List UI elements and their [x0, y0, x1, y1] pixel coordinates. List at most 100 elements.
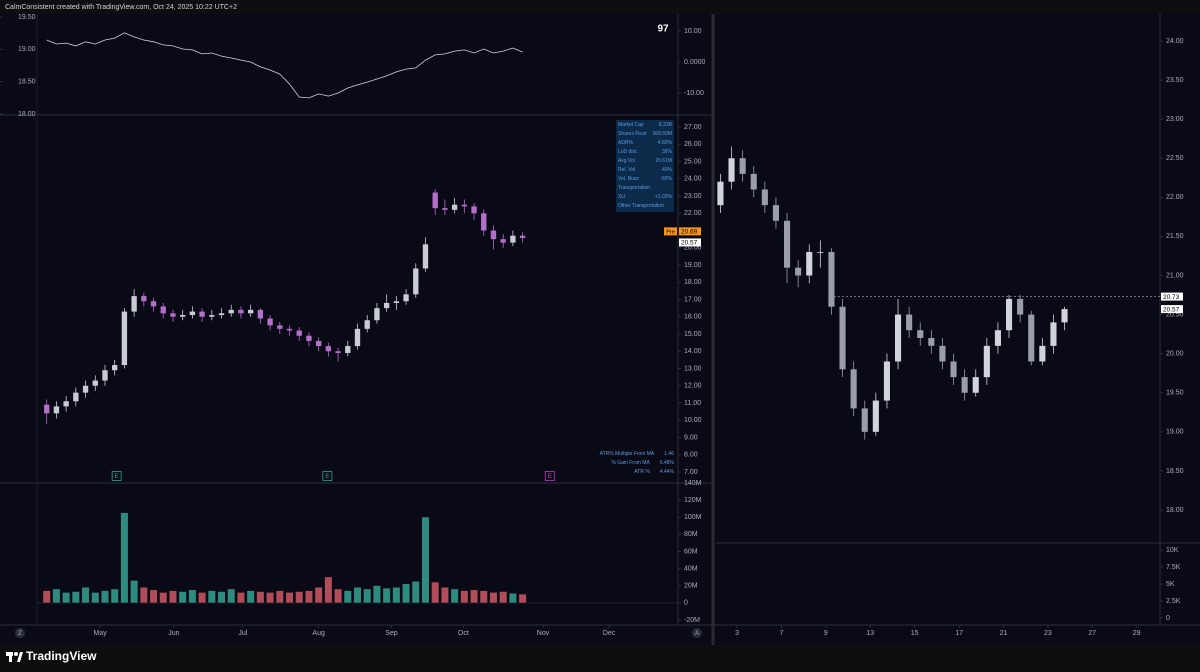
y-tick-label: 19.00 — [18, 46, 36, 53]
candle-body — [839, 306, 846, 370]
info-key: Market Cap — [618, 122, 644, 128]
volume-bar — [218, 591, 226, 603]
info-value: +1.03% — [654, 194, 672, 200]
volume-bar — [509, 593, 517, 603]
candle-body — [442, 208, 448, 210]
earnings-marker — [544, 471, 555, 481]
volume-bar — [159, 592, 167, 603]
volume-bar — [169, 590, 177, 603]
info-row: Rel. Vol 40% — [618, 166, 672, 175]
info-row: Transportation — [618, 184, 672, 193]
stats-row: ATR % 4.44% — [560, 468, 674, 477]
y-tick-label: 7.5K — [1166, 564, 1181, 571]
earnings-label: E — [548, 474, 552, 480]
y-tick-label: 18.50 — [18, 79, 36, 86]
volume-bar — [208, 590, 216, 603]
candle-body — [950, 361, 957, 378]
price-label-box — [1161, 305, 1183, 314]
candle-body — [247, 309, 254, 314]
y-tick-label: 11.00 — [684, 400, 701, 407]
candle-body — [1061, 309, 1068, 323]
volume-bar — [383, 588, 391, 603]
candle-body — [335, 351, 341, 353]
stats-key: ATR% Multiple From MA — [599, 451, 655, 457]
info-value: 40% — [661, 167, 672, 173]
y-tick-label: 5K — [1166, 581, 1175, 588]
auto-button[interactable] — [692, 628, 702, 638]
volume-bar — [402, 584, 410, 603]
y-tick-label: 22.50 — [1166, 155, 1184, 162]
candle-body — [795, 267, 802, 276]
volume-bar — [480, 590, 488, 603]
volume-bar — [470, 590, 478, 603]
y2-tick-label: -10.00 — [684, 90, 704, 97]
stats-value: 6.48% — [659, 460, 674, 466]
y-tick-label: 7.00 — [684, 469, 698, 476]
x-tick-label: May — [94, 630, 108, 637]
y-tick-label: 21.00 — [1166, 272, 1184, 279]
volume-bar — [101, 590, 109, 603]
y-tick-label: 27.00 — [684, 124, 702, 131]
candle-body — [490, 230, 497, 240]
candle-body — [1028, 314, 1035, 362]
x-tick-label: Aug — [312, 630, 325, 637]
info-value: 368.50M — [652, 131, 672, 137]
y-tick-label: 18.00 — [1166, 507, 1184, 514]
y-tick-label: 120M — [684, 497, 702, 504]
info-value: 4.60% — [657, 140, 672, 146]
volume-bar — [315, 587, 323, 603]
volume-bar — [188, 590, 196, 603]
candle-body — [374, 308, 380, 321]
y-tick-label: 8.00 — [684, 452, 698, 459]
candle-body — [983, 345, 990, 378]
volume-bar — [130, 580, 138, 603]
candle-body — [413, 268, 419, 295]
volume-bar — [334, 589, 342, 603]
volume-bar — [324, 577, 332, 603]
x-tick-label: Oct — [458, 630, 469, 637]
volume-bar — [451, 589, 459, 603]
y-tick-label: 17.00 — [684, 296, 702, 303]
info-key: Transportation — [618, 185, 651, 191]
y-tick-label: 12.00 — [684, 383, 702, 390]
candle-body — [180, 315, 186, 317]
earnings-marker — [322, 471, 333, 481]
candle-body — [209, 315, 215, 317]
zoom-label[interactable]: Z — [18, 631, 22, 637]
y-tick-label: 20.00 — [684, 245, 702, 252]
info-key: Shares Float — [618, 131, 647, 137]
candle-body — [739, 158, 746, 174]
y-tick-label: 60M — [684, 548, 698, 555]
x-tick-label: 9 — [824, 630, 828, 637]
logo-shape — [17, 652, 23, 662]
earnings-label: E — [115, 474, 119, 480]
y-tick-label: 20.00 — [1166, 351, 1184, 358]
candle-body — [783, 220, 791, 268]
volume-bar — [305, 590, 313, 603]
auto-label[interactable]: A — [695, 631, 699, 637]
y-tick-label: 2.5K — [1166, 598, 1181, 605]
brand: TradingView — [26, 649, 97, 663]
info-key: Avg Vol — [618, 158, 635, 164]
volume-bar — [227, 589, 235, 603]
y-tick-label: 140M — [684, 480, 702, 487]
candle-body — [806, 252, 813, 276]
x-tick-label: 15 — [911, 630, 919, 637]
y-tick-label: 19.00 — [684, 262, 702, 269]
volume-bar — [276, 590, 284, 603]
candle-body — [1039, 345, 1046, 362]
zoom-button[interactable] — [15, 628, 25, 638]
volume-bar — [91, 592, 99, 603]
x-tick-label: 21 — [1000, 630, 1008, 637]
volume-bar — [237, 592, 245, 603]
y-tick-label: 24.00 — [1166, 38, 1184, 45]
candle-body — [772, 205, 779, 221]
candle-body — [510, 235, 516, 243]
header-bar — [0, 0, 1200, 14]
candle-body — [238, 309, 244, 314]
volume-bar — [519, 594, 527, 603]
candle-body — [286, 328, 293, 331]
candle-body — [131, 296, 137, 312]
y-tick-label: 0 — [684, 600, 688, 607]
